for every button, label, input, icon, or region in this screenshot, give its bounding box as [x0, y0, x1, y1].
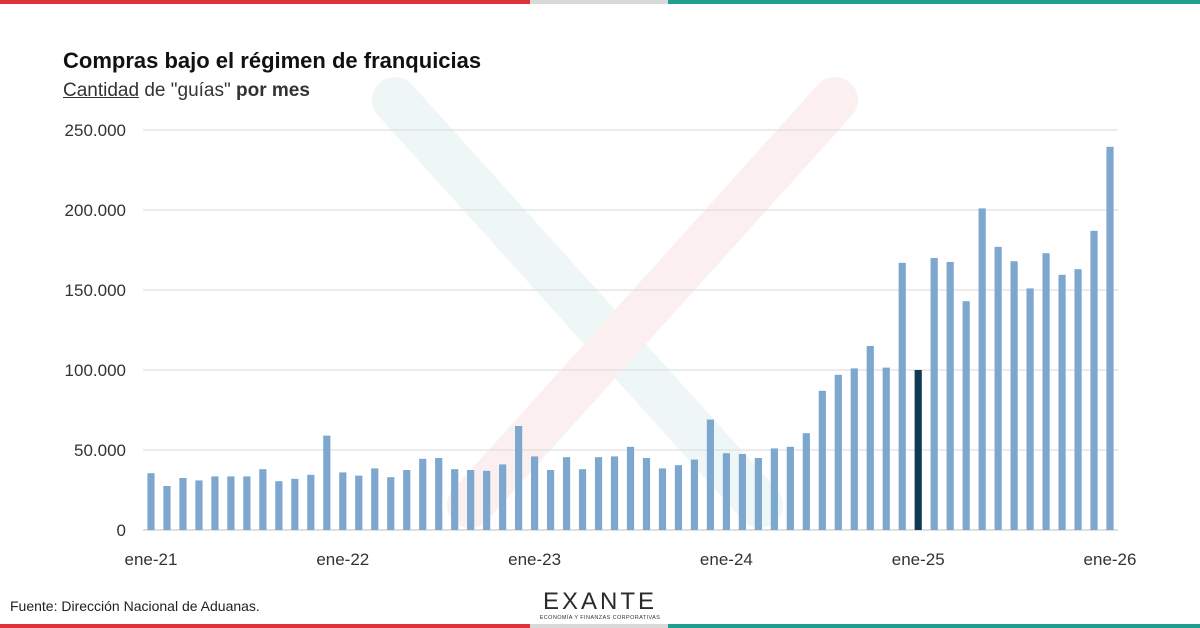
bar	[818, 390, 826, 530]
bar	[1090, 230, 1098, 531]
bar	[1010, 261, 1018, 530]
bar	[754, 458, 762, 530]
bar	[259, 469, 267, 530]
bar	[211, 476, 219, 530]
bar	[339, 472, 347, 530]
logo-tagline: ECONOMÍA Y FINANZAS CORPORATIVAS	[539, 615, 661, 621]
bar	[387, 477, 395, 530]
y-tick-label: 0	[117, 521, 126, 540]
bar	[355, 475, 363, 530]
bar	[1042, 253, 1050, 530]
bar	[1074, 269, 1082, 530]
bar	[722, 453, 730, 530]
bar	[594, 457, 603, 530]
bar	[834, 374, 842, 530]
logo-name: EXANTE	[542, 588, 658, 615]
bar	[690, 459, 699, 530]
bar	[147, 473, 155, 530]
bar	[706, 419, 715, 530]
x-tick-label: ene-23	[508, 550, 561, 569]
bar	[515, 426, 523, 530]
subtitle-per-month: por mes	[236, 80, 310, 101]
bar	[403, 470, 411, 530]
bar	[562, 457, 571, 530]
bar	[802, 433, 810, 530]
bar	[738, 454, 746, 530]
bar	[1026, 288, 1034, 530]
x-tick-label: ene-26	[1084, 550, 1137, 569]
bar	[179, 478, 187, 530]
x-tick-label: ene-22	[316, 550, 369, 569]
chart-subtitle: Cantidad de "guías" por mes	[63, 80, 310, 102]
bar	[451, 469, 459, 530]
bar	[163, 486, 171, 530]
subtitle-quantity: Cantidad	[63, 80, 140, 101]
accent-grey-segment	[530, 624, 668, 628]
bar	[371, 468, 379, 530]
y-tick-label: 50.000	[74, 441, 126, 460]
bar	[610, 456, 619, 530]
bar	[674, 465, 683, 530]
accent-teal-segment	[668, 624, 1200, 628]
accent-red-segment	[0, 624, 530, 628]
bar	[467, 470, 475, 530]
bar	[499, 464, 507, 530]
y-tick-label: 200.000	[65, 201, 126, 220]
bar	[307, 474, 315, 530]
bar	[546, 470, 555, 530]
bar	[898, 262, 906, 530]
bar	[850, 368, 858, 530]
bar	[770, 448, 778, 530]
bar	[291, 478, 299, 530]
x-tick-label: ene-21	[125, 550, 178, 569]
bar	[227, 476, 235, 530]
source-note: Fuente: Dirección Nacional de Aduanas.	[10, 598, 260, 614]
bar	[275, 481, 283, 530]
bar	[786, 446, 794, 530]
bar	[1106, 146, 1114, 531]
y-tick-label: 100.000	[65, 361, 126, 380]
y-tick-label: 150.000	[65, 281, 126, 300]
bar	[626, 446, 635, 530]
bar	[946, 262, 954, 530]
top-accent-strip	[0, 0, 1200, 4]
bar	[243, 476, 251, 530]
x-tick-label: ene-25	[892, 550, 945, 569]
bar	[483, 470, 491, 530]
bar	[419, 458, 427, 530]
bar	[882, 367, 890, 530]
bar	[930, 258, 938, 530]
bar	[435, 458, 443, 530]
bar	[658, 468, 667, 530]
bar	[642, 458, 651, 530]
bar	[323, 435, 331, 530]
bar	[531, 456, 539, 530]
bar	[578, 469, 587, 530]
accent-red-segment	[0, 0, 530, 4]
x-tick-label: ene-24	[700, 550, 753, 569]
watermark-x-logo	[372, 77, 858, 528]
exante-logo: EXANTE ECONOMÍA Y FINANZAS CORPORATIVAS	[538, 590, 662, 624]
bar	[994, 246, 1002, 531]
bar	[962, 301, 970, 530]
accent-grey-segment	[530, 0, 668, 4]
bar	[914, 370, 922, 530]
chart-title: Compras bajo el régimen de franquicias	[63, 48, 482, 73]
bar	[1058, 274, 1066, 530]
bottom-accent-strip	[0, 624, 1200, 628]
subtitle-middle: de "guías"	[139, 80, 237, 101]
bar	[978, 208, 986, 530]
y-tick-label: 250.000	[65, 121, 126, 140]
bar	[866, 346, 874, 530]
accent-teal-segment	[668, 0, 1200, 4]
bar	[195, 480, 203, 530]
